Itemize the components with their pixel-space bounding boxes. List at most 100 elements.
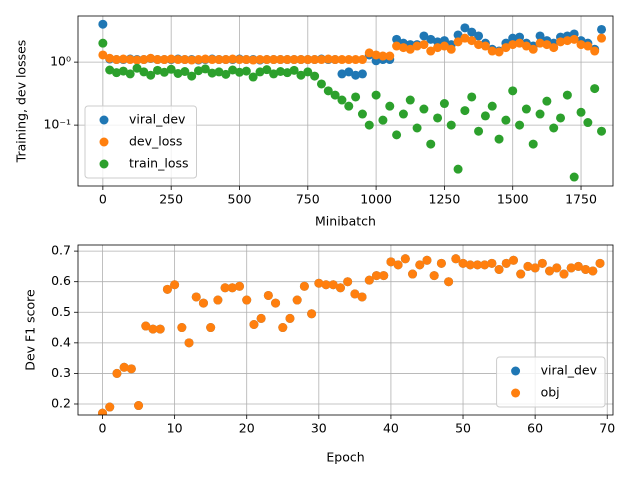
point xyxy=(98,408,108,415)
point xyxy=(173,55,183,65)
point xyxy=(221,55,231,65)
point xyxy=(351,55,361,65)
point xyxy=(351,70,361,80)
point xyxy=(535,31,545,41)
y-axis-label: Training, dev losses xyxy=(14,40,29,164)
point xyxy=(446,44,456,54)
point xyxy=(191,292,201,302)
y-axis-label: Dev F1 score xyxy=(23,289,38,371)
point xyxy=(508,33,518,43)
point xyxy=(508,86,518,96)
point xyxy=(139,55,149,65)
point xyxy=(125,55,135,65)
point xyxy=(242,295,252,305)
x-tick-label: 50 xyxy=(455,421,471,436)
point xyxy=(180,55,190,65)
point xyxy=(200,64,210,74)
point xyxy=(576,107,586,117)
x-tick-label: 250 xyxy=(159,192,183,207)
y-tick-label: 0.4 xyxy=(51,334,71,349)
legend-marker xyxy=(511,366,521,376)
point xyxy=(153,65,163,75)
point xyxy=(310,71,320,81)
point xyxy=(350,289,360,299)
point xyxy=(155,324,165,334)
point xyxy=(125,69,135,79)
point xyxy=(451,254,461,264)
point xyxy=(146,53,156,63)
point xyxy=(275,67,285,77)
point xyxy=(357,109,367,119)
point xyxy=(385,101,395,111)
point xyxy=(542,40,552,50)
legend-marker xyxy=(511,388,521,398)
point xyxy=(364,275,374,285)
legend-label: train_loss xyxy=(129,156,189,171)
point xyxy=(562,90,572,100)
point xyxy=(314,278,324,288)
point xyxy=(515,38,525,48)
point xyxy=(379,271,389,281)
point xyxy=(118,54,128,64)
point xyxy=(480,111,490,121)
point xyxy=(415,260,425,270)
point xyxy=(530,263,540,273)
y-tick-label: 10⁰ xyxy=(50,54,71,69)
point xyxy=(446,120,456,130)
point xyxy=(285,313,295,323)
point xyxy=(569,172,579,182)
point xyxy=(307,309,317,319)
point xyxy=(474,40,484,50)
point xyxy=(566,263,576,273)
point xyxy=(275,55,285,65)
point xyxy=(118,66,128,76)
point xyxy=(422,255,432,265)
point xyxy=(234,67,244,77)
point xyxy=(371,90,381,100)
x-tick-label: 20 xyxy=(239,421,255,436)
point xyxy=(148,324,158,334)
point xyxy=(166,54,176,64)
point xyxy=(364,48,374,58)
point xyxy=(126,364,136,374)
point xyxy=(419,40,429,50)
point xyxy=(494,134,504,144)
point xyxy=(177,323,187,333)
x-axis-label: Epoch xyxy=(326,450,364,465)
point xyxy=(296,70,306,80)
x-tick-label: 70 xyxy=(599,421,615,436)
point xyxy=(98,38,108,48)
point xyxy=(516,269,526,279)
point xyxy=(256,313,266,323)
point xyxy=(255,67,265,77)
legend-label: dev_loss xyxy=(129,134,182,149)
point xyxy=(583,41,593,51)
point xyxy=(105,53,115,63)
point xyxy=(583,118,593,128)
point xyxy=(556,113,566,123)
point xyxy=(187,71,197,81)
x-tick-label: 0 xyxy=(99,192,107,207)
point xyxy=(364,120,374,130)
point xyxy=(597,126,607,136)
point xyxy=(590,84,600,94)
point xyxy=(590,46,600,56)
point xyxy=(255,55,265,65)
point xyxy=(385,51,395,61)
point xyxy=(241,66,251,76)
point xyxy=(146,70,156,80)
legend-label: obj xyxy=(541,385,560,400)
point xyxy=(508,255,518,265)
point xyxy=(228,65,238,75)
point xyxy=(562,36,572,46)
point xyxy=(351,92,361,102)
point xyxy=(549,123,559,133)
point xyxy=(501,258,511,268)
point xyxy=(330,55,340,65)
point xyxy=(269,69,279,79)
point xyxy=(180,67,190,77)
point xyxy=(200,54,210,64)
point xyxy=(357,292,367,302)
point xyxy=(292,295,302,305)
legend-marker xyxy=(99,115,109,125)
